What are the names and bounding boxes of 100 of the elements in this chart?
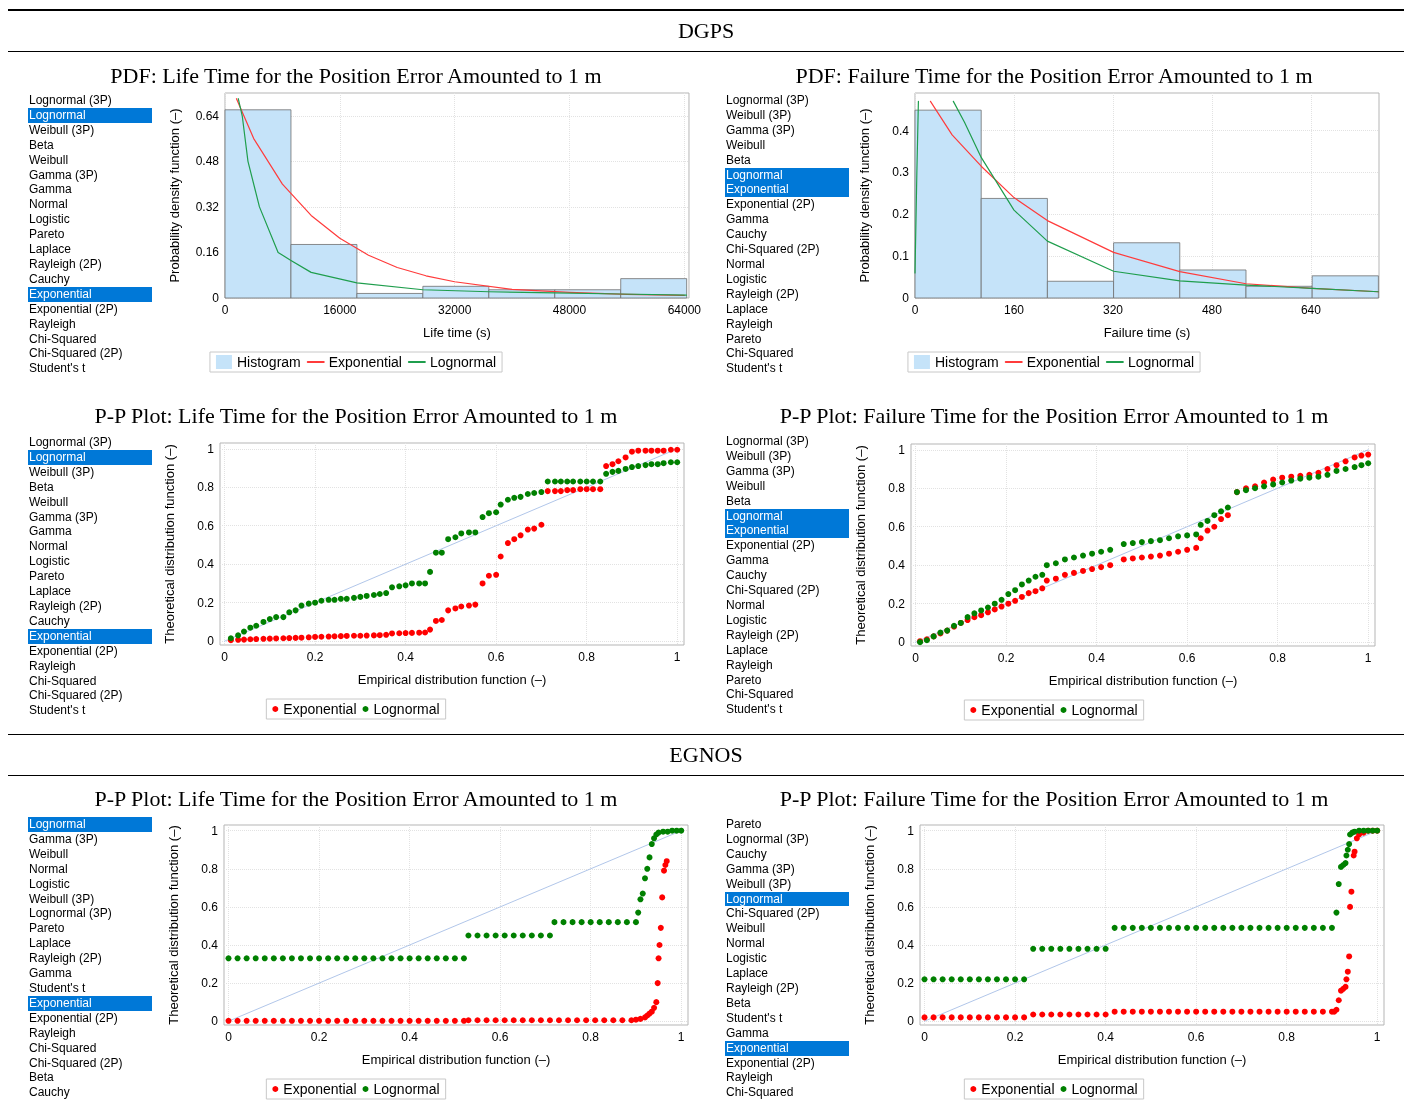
point xyxy=(1025,577,1032,584)
category-label: Lognormal xyxy=(725,891,849,907)
category-label: Exponential xyxy=(725,523,849,539)
category-label: Rayleigh xyxy=(725,657,774,673)
category-label: Lognormal xyxy=(28,817,152,832)
category-label: Gamma xyxy=(725,212,770,228)
x-axis-title: Empirical distribution function (–) xyxy=(1057,1052,1247,1067)
x-tick-label: 0.6 xyxy=(491,1030,509,1044)
point xyxy=(1061,571,1068,578)
category-label: Lognormal (3P) xyxy=(28,906,113,922)
category-label: Chi-Squared xyxy=(28,1040,98,1056)
legend-label: Lognormal xyxy=(1127,354,1195,370)
y-tick-label: 0.48 xyxy=(195,154,220,169)
category-label: Exponential (2P) xyxy=(725,197,816,213)
legend-label: Exponential xyxy=(283,701,357,717)
x-tick-label: 0.4 xyxy=(1097,1030,1115,1044)
point xyxy=(1156,537,1163,544)
category-label: Student's t xyxy=(725,1010,784,1026)
point xyxy=(991,600,998,607)
x-tick-label: 64000 xyxy=(667,303,702,317)
category-label: Student's t xyxy=(28,361,87,377)
point xyxy=(1129,555,1136,562)
category-label: Cauchy xyxy=(725,846,768,862)
x-tick-label: 1 xyxy=(673,650,681,664)
chart-title: P-P Plot: Life Time for the Position Error Amounted to 1 m xyxy=(94,402,618,428)
category-label: Gamma xyxy=(28,182,73,198)
category-label: Beta xyxy=(28,137,55,153)
point xyxy=(1270,481,1277,488)
point xyxy=(1342,466,1349,473)
x-tick-label: 0.2 xyxy=(310,1030,328,1044)
point xyxy=(1197,535,1204,542)
y-axis-title: Theoretical distribution function (–) xyxy=(166,825,181,1025)
category-label: Gamma (3P) xyxy=(28,167,99,183)
point xyxy=(1166,535,1173,542)
category-label: Weibull xyxy=(725,478,767,494)
x-tick-label: 0.8 xyxy=(582,1030,600,1044)
y-tick-label: 0.2 xyxy=(888,596,906,611)
point xyxy=(998,596,1005,603)
legend-label: Exponential xyxy=(981,1081,1055,1097)
chart-title: PDF: Failure Time for the Position Error Amounted to 1 m xyxy=(795,62,1313,88)
legend-label: Exponential xyxy=(1026,354,1100,370)
y-tick-label: 0.16 xyxy=(195,245,220,260)
category-label: Normal xyxy=(725,597,766,613)
point xyxy=(1175,533,1182,540)
x-tick-label: 160 xyxy=(1003,303,1025,317)
category-label: Laplace xyxy=(725,966,770,981)
x-tick-label: 48000 xyxy=(552,303,587,317)
point xyxy=(1166,550,1173,557)
point xyxy=(1089,566,1096,573)
category-label: Chi-Squared xyxy=(28,331,98,347)
x-axis-title: Empirical distribution function (–) xyxy=(361,1052,551,1067)
point xyxy=(1211,523,1218,530)
category-label: Gamma xyxy=(725,1025,770,1041)
category-label: Gamma xyxy=(28,524,73,540)
category-label: Gamma (3P) xyxy=(725,122,796,138)
category-label: Rayleigh (2P) xyxy=(725,286,800,302)
legend-label: Lognormal xyxy=(373,701,440,717)
x-tick-label: 0 xyxy=(221,303,229,317)
category-label: Logistic xyxy=(725,951,768,967)
point xyxy=(1351,464,1358,471)
category-label: Logistic xyxy=(28,212,71,228)
y-axis-title: Theoretical distribution function (–) xyxy=(862,825,877,1025)
category-label: Laplace xyxy=(725,301,770,317)
category-label: Chi-Squared xyxy=(28,673,98,689)
x-axis-title: Failure time (s) xyxy=(1103,325,1191,340)
category-label: Weibull xyxy=(725,137,767,153)
point xyxy=(1224,512,1231,519)
x-tick-label: 0.8 xyxy=(578,650,596,664)
x-axis-title: Empirical distribution function (–) xyxy=(357,672,547,687)
category-label: Lognormal (3P) xyxy=(28,435,113,450)
point xyxy=(984,609,991,616)
category-label: Laplace xyxy=(28,936,73,952)
point xyxy=(1333,467,1340,474)
category-label: Cauchy xyxy=(28,1085,71,1101)
category-label: Rayleigh (2P) xyxy=(725,980,800,996)
point xyxy=(1358,462,1365,469)
point xyxy=(1193,531,1200,538)
point xyxy=(1012,587,1019,594)
category-label: Rayleigh xyxy=(28,658,77,674)
y-tick-label: 1 xyxy=(898,442,906,457)
category-label: Cauchy xyxy=(28,613,71,629)
category-label: Gamma (3P) xyxy=(725,463,796,479)
point xyxy=(1224,504,1231,511)
x-tick-label: 0.4 xyxy=(401,1030,419,1044)
category-label: Gamma xyxy=(28,966,73,981)
point xyxy=(1043,577,1050,584)
y-tick-label: 1 xyxy=(207,441,215,456)
x-tick-label: 320 xyxy=(1102,303,1124,317)
category-label: Exponential (2P) xyxy=(28,301,119,317)
category-label: Lognormal (3P) xyxy=(725,831,810,847)
point xyxy=(1156,552,1163,559)
y-tick-label: 0 xyxy=(211,1014,219,1029)
category-label: Gamma (3P) xyxy=(28,831,99,847)
category-label: Exponential (2P) xyxy=(28,643,119,659)
category-label: Chi-Squared (2P) xyxy=(725,906,821,922)
point xyxy=(1025,590,1032,597)
y-axis-title: Theoretical distribution function (–) xyxy=(162,444,177,644)
point xyxy=(1098,564,1105,571)
point xyxy=(1018,581,1025,588)
point xyxy=(1184,532,1191,539)
